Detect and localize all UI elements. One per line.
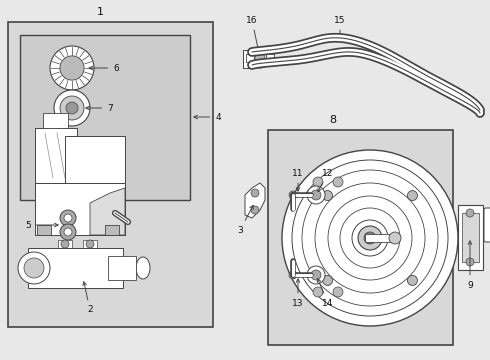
Circle shape (307, 266, 325, 284)
Text: 12: 12 (318, 168, 334, 192)
Bar (243, 50, 255, 68)
Circle shape (18, 252, 50, 284)
Circle shape (251, 189, 259, 197)
Circle shape (289, 191, 297, 199)
Circle shape (61, 240, 69, 248)
Circle shape (251, 206, 259, 214)
Circle shape (313, 287, 323, 297)
Bar (458, 205, 483, 270)
Text: 15: 15 (334, 15, 346, 38)
Circle shape (307, 186, 325, 204)
Circle shape (54, 90, 90, 126)
Polygon shape (90, 188, 125, 235)
Text: 16: 16 (246, 15, 260, 54)
Text: 4: 4 (194, 113, 221, 122)
Circle shape (60, 96, 84, 120)
Circle shape (50, 46, 94, 90)
Circle shape (60, 224, 76, 240)
Circle shape (313, 177, 323, 187)
Text: 14: 14 (318, 279, 334, 307)
Bar (246, 54, 254, 62)
Bar (20, 35, 190, 200)
Circle shape (333, 287, 343, 297)
Bar (35, 128, 77, 183)
Circle shape (60, 56, 84, 80)
Circle shape (64, 214, 72, 222)
Bar (8, 22, 213, 327)
Bar (58, 240, 72, 250)
Text: 8: 8 (329, 115, 336, 125)
Circle shape (60, 210, 76, 226)
Text: 13: 13 (292, 279, 304, 307)
Circle shape (322, 275, 333, 285)
Text: 11: 11 (292, 168, 304, 191)
Bar (37, 225, 51, 235)
Circle shape (66, 102, 78, 114)
Circle shape (333, 177, 343, 187)
Circle shape (466, 209, 474, 217)
Circle shape (322, 190, 333, 201)
Circle shape (466, 258, 474, 266)
Ellipse shape (136, 257, 150, 279)
Circle shape (255, 53, 265, 63)
Circle shape (250, 48, 270, 68)
Bar (43, 113, 68, 128)
Polygon shape (245, 183, 265, 218)
Circle shape (358, 226, 382, 250)
Bar (105, 225, 119, 235)
Bar (268, 130, 453, 345)
Circle shape (282, 150, 458, 326)
Text: 6: 6 (89, 63, 119, 72)
Bar (28, 248, 123, 288)
Circle shape (311, 190, 321, 200)
Bar (83, 240, 97, 250)
Bar (65, 136, 125, 183)
Circle shape (64, 228, 72, 236)
Circle shape (311, 270, 321, 280)
Bar (266, 54, 274, 62)
Text: 7: 7 (86, 104, 113, 113)
Bar (365, 234, 395, 242)
Bar (35, 183, 125, 235)
Text: 1: 1 (97, 7, 104, 17)
Circle shape (86, 240, 94, 248)
Text: 2: 2 (83, 282, 93, 315)
Circle shape (389, 232, 401, 244)
Circle shape (407, 275, 417, 285)
Text: 3: 3 (237, 206, 253, 234)
Bar (462, 213, 479, 262)
Text: 9: 9 (467, 241, 473, 289)
Bar (108, 256, 136, 280)
Text: 10: 10 (0, 359, 1, 360)
Text: 5: 5 (25, 220, 58, 230)
Circle shape (24, 258, 44, 278)
Circle shape (407, 190, 417, 201)
Circle shape (364, 232, 376, 244)
Circle shape (289, 271, 297, 279)
FancyBboxPatch shape (484, 208, 490, 242)
